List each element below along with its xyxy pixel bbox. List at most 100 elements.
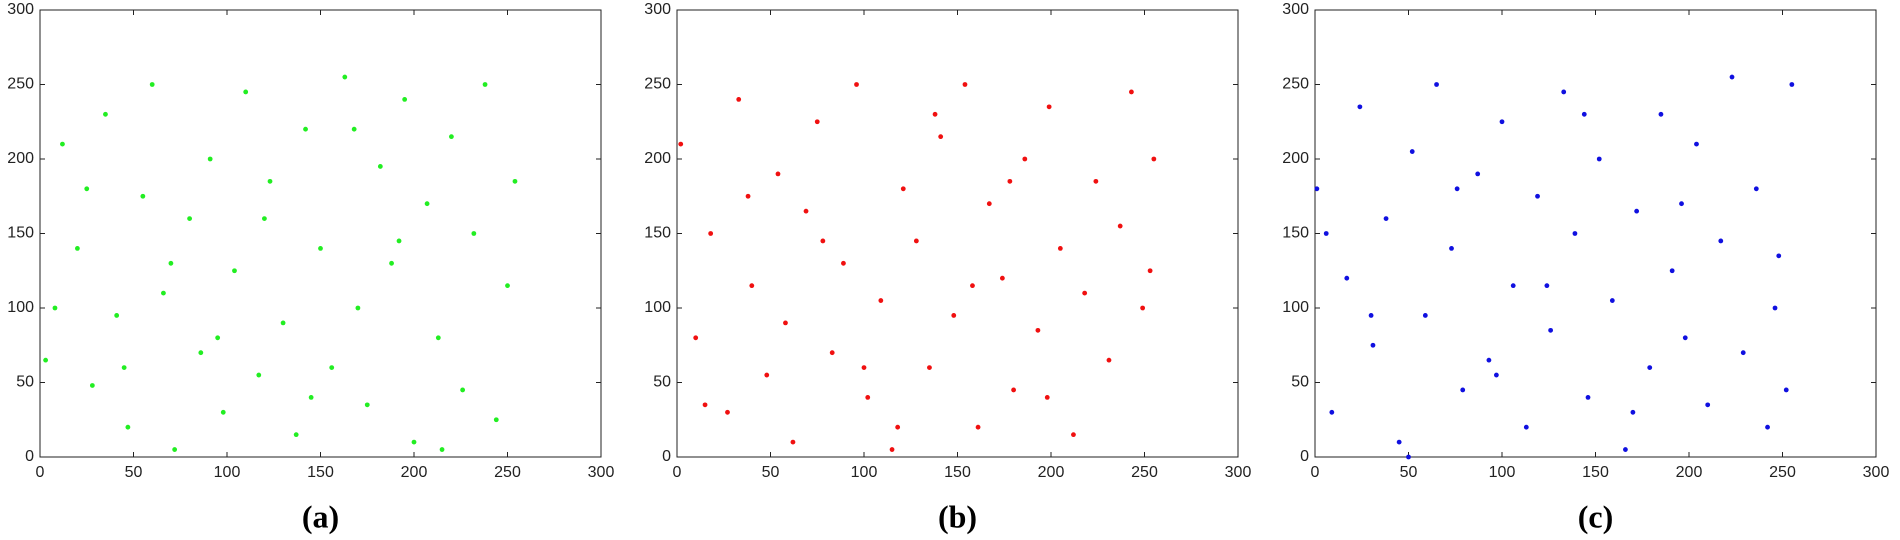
- point: [1765, 424, 1770, 430]
- point: [1718, 238, 1724, 244]
- point: [895, 424, 901, 430]
- point: [1460, 387, 1466, 393]
- point: [1694, 141, 1699, 147]
- point: [962, 82, 968, 87]
- point: [1044, 395, 1050, 400]
- point: [1409, 149, 1415, 154]
- point: [999, 275, 1005, 281]
- point: [1544, 283, 1550, 289]
- plot-frame: [1314, 9, 1877, 458]
- point: [482, 82, 488, 87]
- point: [775, 171, 781, 177]
- point: [970, 283, 975, 289]
- x-tick-label: 250: [1131, 464, 1158, 481]
- point: [172, 447, 178, 452]
- point: [471, 231, 477, 236]
- x-tick-label: 300: [1225, 464, 1252, 481]
- point: [89, 383, 95, 388]
- point: [878, 298, 884, 303]
- point: [1396, 439, 1402, 445]
- point: [161, 290, 166, 296]
- point: [389, 260, 394, 266]
- point: [1572, 231, 1578, 236]
- point: [140, 193, 146, 199]
- point: [1493, 372, 1499, 378]
- point: [355, 305, 361, 311]
- x-tick-label: 50: [762, 464, 780, 481]
- point: [1007, 178, 1013, 184]
- y-tick-label: 300: [644, 1, 671, 18]
- point: [1772, 305, 1778, 311]
- point: [1486, 357, 1492, 363]
- y-tick-label: 0: [662, 448, 671, 465]
- point: [232, 268, 237, 274]
- point: [1035, 327, 1041, 333]
- x-tick-label: 50: [125, 464, 143, 481]
- point: [951, 313, 957, 318]
- point: [267, 178, 273, 184]
- point: [1669, 268, 1675, 274]
- point: [1151, 156, 1157, 162]
- y-tick-label: 150: [7, 225, 34, 242]
- y-tick-label: 150: [644, 225, 671, 242]
- point: [1093, 178, 1099, 184]
- point: [1383, 216, 1389, 222]
- point: [790, 439, 796, 445]
- point: [1140, 305, 1146, 311]
- point: [702, 402, 708, 408]
- point: [424, 201, 430, 207]
- y-tick-label: 300: [7, 1, 34, 18]
- point: [1057, 246, 1063, 251]
- point: [1705, 402, 1711, 408]
- point: [1682, 335, 1688, 341]
- point: [1357, 104, 1363, 110]
- point: [1147, 268, 1153, 274]
- point: [435, 335, 441, 341]
- y-tick-label: 250: [7, 76, 34, 93]
- point: [1368, 313, 1374, 318]
- point: [220, 409, 226, 415]
- point: [114, 313, 120, 318]
- point: [256, 372, 262, 378]
- point: [103, 111, 108, 117]
- point: [243, 89, 249, 95]
- point: [1106, 357, 1112, 363]
- point: [187, 216, 193, 222]
- point: [318, 246, 323, 251]
- point: [1634, 208, 1640, 214]
- y-tick-label: 250: [1282, 76, 1309, 93]
- x-tick-label: 300: [588, 464, 615, 481]
- x-tick-label: 300: [1863, 464, 1890, 481]
- point: [1561, 89, 1567, 95]
- y-tick-label: 300: [1282, 1, 1309, 18]
- x-tick-label: 200: [1676, 464, 1703, 481]
- point: [293, 432, 299, 438]
- point: [913, 238, 919, 244]
- point: [678, 141, 684, 147]
- point: [1370, 342, 1376, 348]
- point: [377, 164, 383, 169]
- y-tick-label: 200: [644, 150, 671, 167]
- point: [1596, 156, 1602, 162]
- point: [411, 439, 417, 445]
- y-tick-label: 200: [7, 150, 34, 167]
- point: [820, 238, 826, 244]
- point: [329, 365, 335, 370]
- point: [1011, 387, 1016, 393]
- point: [215, 335, 221, 341]
- point: [1623, 447, 1628, 452]
- point: [52, 305, 58, 311]
- point: [43, 357, 49, 363]
- point: [783, 320, 788, 326]
- point: [1475, 171, 1481, 177]
- point: [1344, 275, 1350, 281]
- point: [75, 246, 80, 251]
- point: [900, 186, 906, 192]
- point: [927, 365, 932, 370]
- point: [749, 283, 755, 289]
- y-tick-label: 50: [1291, 374, 1309, 391]
- point: [1679, 201, 1684, 207]
- point: [865, 395, 871, 400]
- plot-frame: [39, 9, 602, 458]
